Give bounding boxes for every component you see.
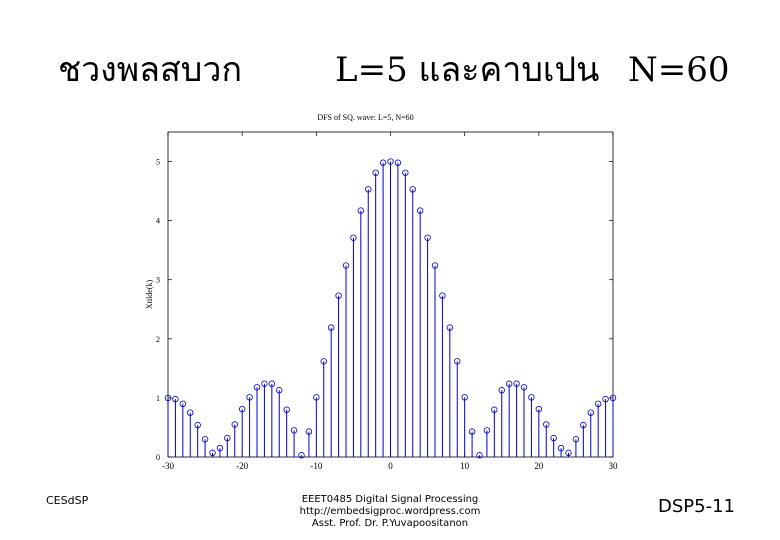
y-tick-label: 4 bbox=[156, 217, 160, 226]
stem-marker bbox=[402, 169, 409, 176]
stem-marker bbox=[290, 427, 298, 434]
stem-marker bbox=[424, 234, 431, 241]
slide-title-right: N=60 bbox=[628, 50, 730, 90]
stem-marker bbox=[231, 421, 238, 428]
y-tick-label: 3 bbox=[156, 276, 160, 285]
page-number: DSP5-11 bbox=[658, 496, 735, 517]
stem-marker bbox=[416, 207, 424, 214]
y-tick-label: 5 bbox=[156, 158, 160, 167]
stem-marker bbox=[298, 452, 305, 459]
x-tick-label: -30 bbox=[162, 461, 174, 471]
slide-title-left: ชวงพลสบวก bbox=[58, 50, 243, 90]
x-tick-label: 0 bbox=[388, 461, 393, 471]
stem-marker bbox=[276, 387, 283, 394]
stem-marker bbox=[320, 358, 327, 365]
stem-marker bbox=[372, 169, 379, 176]
stem-marker bbox=[172, 395, 179, 403]
stem-marker bbox=[602, 395, 609, 403]
stem-marker bbox=[379, 159, 387, 166]
chart-title: DFS of SQ. wave: L=5, N=60 bbox=[317, 113, 413, 122]
stem-marker bbox=[557, 444, 565, 452]
stem-marker bbox=[609, 394, 617, 402]
stem-marker bbox=[468, 428, 476, 435]
footer-info: EEET0485 Digital Signal Processing http:… bbox=[250, 494, 530, 530]
stem-marker bbox=[246, 394, 253, 401]
stem-marker bbox=[179, 400, 187, 408]
stem-marker bbox=[498, 387, 505, 394]
x-tick-label: 30 bbox=[609, 461, 619, 471]
slide-title-mid: L=5 และคาบเปน bbox=[335, 50, 600, 90]
stem-marker bbox=[491, 406, 498, 413]
stem-marker bbox=[454, 358, 461, 365]
stem-marker bbox=[216, 444, 224, 452]
stem-marker bbox=[187, 409, 194, 416]
stem-marker bbox=[550, 434, 557, 442]
stem-marker bbox=[305, 428, 313, 435]
footer-line-3: Asst. Prof. Dr. P.Yuvapoositanon bbox=[311, 518, 469, 529]
stem-marker bbox=[439, 292, 446, 299]
stem-marker bbox=[387, 158, 394, 165]
x-tick-label: -10 bbox=[310, 461, 322, 471]
stem-marker bbox=[261, 380, 268, 387]
x-tick-label: -20 bbox=[236, 461, 248, 471]
stem-marker bbox=[587, 409, 594, 416]
stem-marker bbox=[313, 394, 320, 401]
stem-marker bbox=[476, 452, 483, 459]
stem-marker bbox=[580, 421, 587, 429]
stem-marker bbox=[350, 234, 357, 241]
slide-title: ชวงพลสบวก L=5 และคาบเปน N=60 bbox=[0, 48, 780, 98]
stem-marker bbox=[268, 380, 276, 387]
stem-marker bbox=[520, 384, 528, 391]
footer-line-2: http://embedsigproc.wordpress.com bbox=[299, 506, 481, 517]
stem-chart: DFS of SQ. wave: L=5, N=60-30 -20 -10 0 10 20… bbox=[145, 113, 619, 471]
stem-marker bbox=[461, 394, 468, 401]
stem-marker bbox=[342, 262, 350, 269]
stem-marker bbox=[335, 292, 342, 299]
stem-marker bbox=[201, 436, 209, 443]
stem-marker bbox=[594, 400, 602, 408]
stem-marker bbox=[327, 324, 335, 331]
footer-course-code: CESdSP bbox=[46, 494, 89, 507]
x-tick-label: 10 bbox=[460, 461, 470, 471]
stem-marker bbox=[164, 394, 172, 402]
stem-marker bbox=[409, 186, 416, 193]
stem-marker bbox=[224, 434, 231, 442]
y-axis-label: Xtilde(k) bbox=[145, 280, 154, 310]
stem-marker bbox=[365, 186, 372, 193]
stem-marker bbox=[253, 384, 261, 391]
y-tick-label: 1 bbox=[156, 394, 160, 403]
stem-marker bbox=[194, 421, 201, 429]
stem-marker bbox=[283, 406, 290, 413]
stem-marker bbox=[431, 262, 439, 269]
stem-marker bbox=[446, 324, 454, 331]
y-tick-label: 2 bbox=[156, 335, 160, 344]
stem-marker bbox=[565, 449, 572, 457]
stem-marker bbox=[209, 449, 216, 457]
stem-marker bbox=[238, 405, 246, 413]
stem-marker bbox=[483, 427, 491, 434]
stem-marker bbox=[543, 421, 550, 428]
footer-line-1: EEET0485 Digital Signal Processing bbox=[301, 494, 479, 505]
y-tick-label: 0 bbox=[156, 453, 160, 462]
stem-marker bbox=[513, 380, 520, 387]
stem-marker bbox=[505, 380, 513, 387]
x-tick-label: 20 bbox=[534, 461, 544, 471]
stem-marker bbox=[535, 405, 543, 413]
stem-marker bbox=[528, 394, 535, 401]
stem-marker bbox=[357, 207, 365, 214]
stem-marker bbox=[394, 159, 402, 166]
stem-marker bbox=[572, 436, 580, 443]
